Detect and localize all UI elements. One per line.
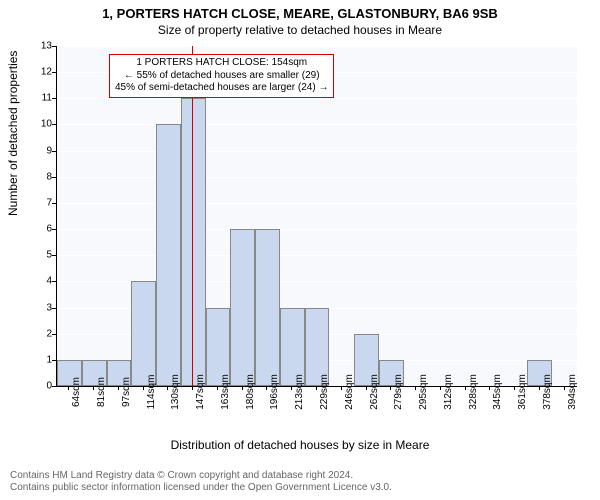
y-tick-label: 12 xyxy=(22,67,52,78)
footer-line-2: Contains public sector information licen… xyxy=(10,482,392,494)
x-tick-mark xyxy=(514,386,515,390)
x-tick-label: 328sqm xyxy=(468,374,479,410)
x-axis-label: Distribution of detached houses by size … xyxy=(0,438,600,452)
x-tick-label: 246sqm xyxy=(344,374,355,410)
y-tick-mark xyxy=(52,229,56,230)
x-tick-mark xyxy=(465,386,466,390)
y-tick-mark xyxy=(52,281,56,282)
annotation-box: 1 PORTERS HATCH CLOSE: 154sqm← 55% of de… xyxy=(109,54,334,98)
x-tick-label: 378sqm xyxy=(542,374,553,410)
x-tick-mark xyxy=(93,386,94,390)
y-tick-label: 3 xyxy=(22,302,52,313)
x-tick-label: 130sqm xyxy=(170,374,181,410)
grid-line xyxy=(57,255,577,256)
annotation-line: 45% of semi-detached houses are larger (… xyxy=(115,82,328,95)
y-tick-mark xyxy=(52,98,56,99)
x-tick-mark xyxy=(440,386,441,390)
annotation-line: 1 PORTERS HATCH CLOSE: 154sqm xyxy=(115,57,328,70)
y-tick-mark xyxy=(52,151,56,152)
y-tick-mark xyxy=(52,177,56,178)
annotation-line: ← 55% of detached houses are smaller (29… xyxy=(115,70,328,83)
grid-line xyxy=(57,229,577,230)
x-tick-mark xyxy=(316,386,317,390)
chart-container: 1, PORTERS HATCH CLOSE, MEARE, GLASTONBU… xyxy=(0,0,600,500)
y-tick-label: 5 xyxy=(22,250,52,261)
y-tick-label: 1 xyxy=(22,354,52,365)
x-tick-label: 394sqm xyxy=(567,374,578,410)
x-tick-label: 64sqm xyxy=(71,377,82,407)
x-tick-label: 345sqm xyxy=(492,374,503,410)
x-tick-label: 114sqm xyxy=(146,375,157,410)
x-tick-label: 97sqm xyxy=(121,377,132,407)
x-tick-mark xyxy=(68,386,69,390)
x-tick-label: 213sqm xyxy=(294,374,305,410)
y-axis-label: Number of detached properties xyxy=(6,51,20,216)
grid-line xyxy=(57,151,577,152)
x-tick-label: 262sqm xyxy=(369,374,380,410)
x-tick-label: 312sqm xyxy=(443,374,454,410)
y-tick-label: 10 xyxy=(22,119,52,130)
x-tick-label: 229sqm xyxy=(319,374,330,410)
x-tick-mark xyxy=(192,386,193,390)
y-tick-label: 6 xyxy=(22,224,52,235)
grid-line xyxy=(57,177,577,178)
x-tick-mark xyxy=(341,386,342,390)
footer-attribution: Contains HM Land Registry data © Crown c… xyxy=(10,470,392,494)
grid-line xyxy=(57,124,577,125)
x-tick-label: 81sqm xyxy=(96,377,107,407)
y-tick-mark xyxy=(52,360,56,361)
y-tick-mark xyxy=(52,386,56,387)
histogram-bar xyxy=(181,98,206,386)
x-tick-mark xyxy=(415,386,416,390)
x-tick-mark xyxy=(167,386,168,390)
x-tick-mark xyxy=(242,386,243,390)
histogram-bar xyxy=(255,229,280,386)
y-tick-mark xyxy=(52,255,56,256)
histogram-bar xyxy=(131,281,156,386)
x-tick-label: 147sqm xyxy=(195,374,206,410)
grid-line xyxy=(57,98,577,99)
x-tick-mark xyxy=(539,386,540,390)
plot-area: 1 PORTERS HATCH CLOSE: 154sqm← 55% of de… xyxy=(56,46,577,387)
histogram-bar xyxy=(230,229,255,386)
footer-line-1: Contains HM Land Registry data © Crown c… xyxy=(10,470,392,482)
y-tick-mark xyxy=(52,203,56,204)
y-tick-label: 2 xyxy=(22,328,52,339)
x-tick-label: 163sqm xyxy=(220,374,231,410)
y-tick-label: 11 xyxy=(22,93,52,104)
y-tick-mark xyxy=(52,334,56,335)
page-subtitle: Size of property relative to detached ho… xyxy=(0,21,600,41)
x-tick-mark xyxy=(291,386,292,390)
y-tick-mark xyxy=(52,308,56,309)
y-tick-label: 4 xyxy=(22,276,52,287)
y-tick-mark xyxy=(52,46,56,47)
page-title: 1, PORTERS HATCH CLOSE, MEARE, GLASTONBU… xyxy=(0,0,600,21)
grid-line xyxy=(57,203,577,204)
histogram-bar xyxy=(156,124,181,386)
x-tick-mark xyxy=(266,386,267,390)
y-tick-label: 9 xyxy=(22,145,52,156)
x-tick-mark xyxy=(118,386,119,390)
y-tick-mark xyxy=(52,124,56,125)
x-tick-label: 180sqm xyxy=(245,374,256,410)
y-tick-label: 7 xyxy=(22,197,52,208)
x-tick-mark xyxy=(366,386,367,390)
x-tick-mark xyxy=(390,386,391,390)
y-tick-label: 0 xyxy=(22,381,52,392)
x-tick-mark xyxy=(143,386,144,390)
grid-line xyxy=(57,46,577,47)
x-tick-mark xyxy=(217,386,218,390)
x-tick-label: 361sqm xyxy=(517,374,528,410)
y-tick-mark xyxy=(52,72,56,73)
y-tick-label: 8 xyxy=(22,171,52,182)
x-tick-mark xyxy=(489,386,490,390)
x-tick-label: 279sqm xyxy=(393,374,404,410)
x-tick-label: 196sqm xyxy=(269,374,280,410)
x-tick-mark xyxy=(564,386,565,390)
x-tick-label: 295sqm xyxy=(418,374,429,410)
y-tick-label: 13 xyxy=(22,41,52,52)
